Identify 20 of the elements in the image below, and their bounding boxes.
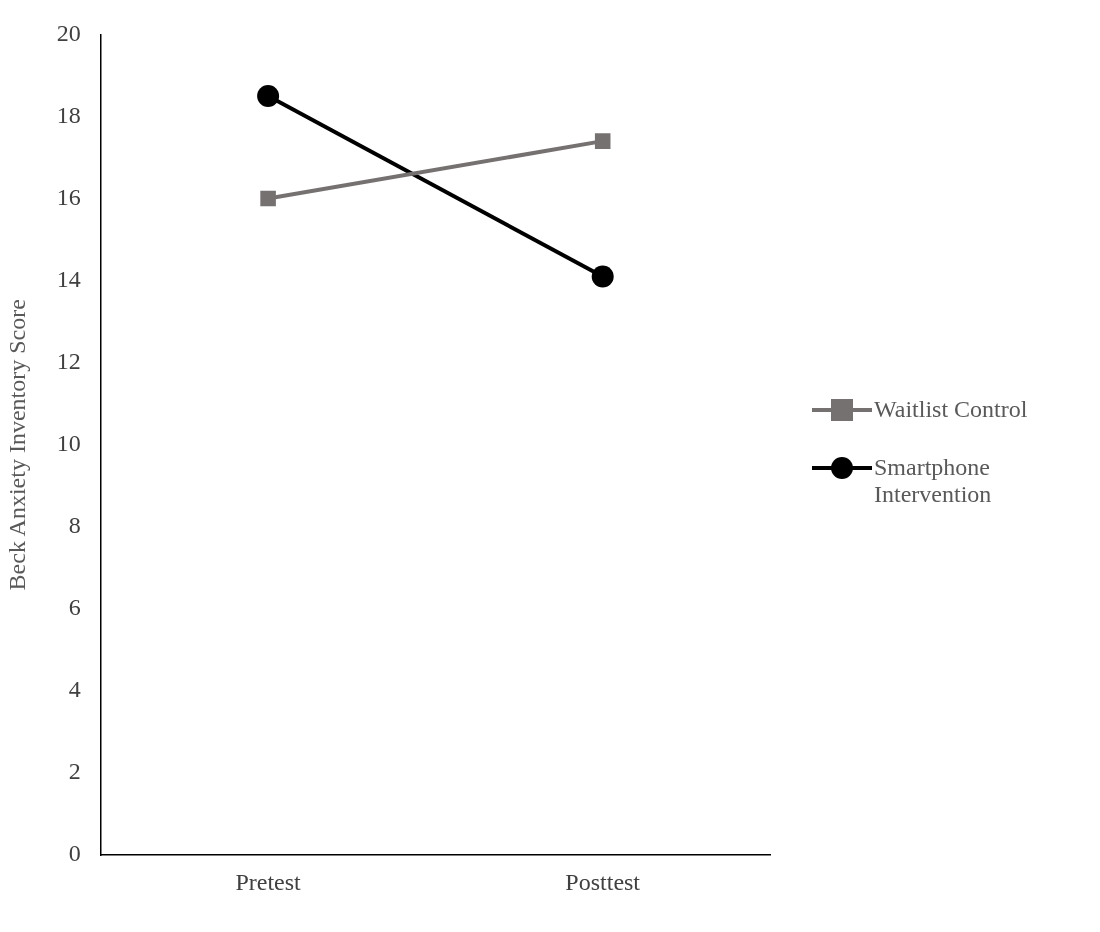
point <box>257 84 280 107</box>
y-tick-label: 2 <box>68 758 81 785</box>
y-tick-label: 20 <box>56 19 81 46</box>
y-tick-label: 8 <box>68 512 81 539</box>
y-tick-label: 18 <box>56 101 81 128</box>
x-tick-label: Posttest <box>565 868 641 895</box>
point <box>260 190 276 207</box>
point <box>594 133 611 149</box>
y-axis-title: Beck Anxiety Inventory Score <box>3 299 30 591</box>
y-tick-label: 0 <box>68 840 81 867</box>
y-tick-label: 6 <box>68 594 81 621</box>
point <box>591 265 614 288</box>
y-tick-label: 10 <box>56 430 81 457</box>
x-tick-label: Pretest <box>235 868 302 895</box>
y-tick-label: 12 <box>56 348 81 375</box>
y-tick-label: 14 <box>56 265 81 292</box>
y-tick-label: 4 <box>68 676 81 703</box>
legend-label: Waitlist Control <box>874 396 1028 423</box>
legend-label: Smartphone Intervention <box>874 454 993 508</box>
y-tick-label: 16 <box>56 183 81 210</box>
